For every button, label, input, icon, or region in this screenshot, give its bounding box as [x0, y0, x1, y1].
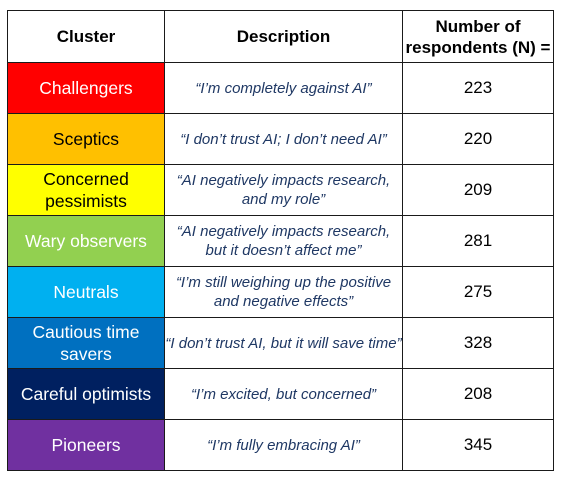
- header-row: Cluster Description Number of respondent…: [7, 10, 554, 63]
- cluster-name: Wary observers: [7, 215, 165, 267]
- table-row: Challengers “I’m completely against AI” …: [7, 62, 554, 114]
- table-row: Wary observers “AI negatively impacts re…: [7, 215, 554, 267]
- respondent-count: 281: [402, 215, 554, 267]
- cluster-name: Concerned pessimists: [7, 164, 165, 216]
- cluster-description: “I’m excited, but concerned”: [164, 368, 403, 420]
- cluster-table: Cluster Description Number of respondent…: [7, 10, 554, 471]
- cluster-description: “I’m completely against AI”: [164, 62, 403, 114]
- header-description: Description: [164, 10, 403, 63]
- cluster-name: Sceptics: [7, 113, 165, 165]
- respondent-count: 209: [402, 164, 554, 216]
- cluster-description: “I don’t trust AI; I don’t need AI”: [164, 113, 403, 165]
- cluster-description: “I’m fully embracing AI”: [164, 419, 403, 471]
- table-row: Careful optimists “I’m excited, but conc…: [7, 368, 554, 420]
- respondent-count: 208: [402, 368, 554, 420]
- header-cluster: Cluster: [7, 10, 165, 63]
- table-row: Neutrals “I’m still weighing up the posi…: [7, 266, 554, 318]
- respondent-count: 275: [402, 266, 554, 318]
- cluster-name: Careful optimists: [7, 368, 165, 420]
- header-respondents: Number of respondents (N) =: [402, 10, 554, 63]
- table-row: Pioneers “I’m fully embracing AI” 345: [7, 419, 554, 471]
- cluster-description: “AI negatively impacts research, and my …: [164, 164, 403, 216]
- table-row: Concerned pessimists “AI negatively impa…: [7, 164, 554, 216]
- cluster-description: “I don’t trust AI, but it will save time…: [164, 317, 403, 369]
- respondent-count: 328: [402, 317, 554, 369]
- cluster-description: “AI negatively impacts research, but it …: [164, 215, 403, 267]
- cluster-name: Challengers: [7, 62, 165, 114]
- table-row: Sceptics “I don’t trust AI; I don’t need…: [7, 113, 554, 165]
- cluster-name: Neutrals: [7, 266, 165, 318]
- table-row: Cautious time savers “I don’t trust AI, …: [7, 317, 554, 369]
- cluster-name: Pioneers: [7, 419, 165, 471]
- cluster-description: “I’m still weighing up the positive and …: [164, 266, 403, 318]
- respondent-count: 345: [402, 419, 554, 471]
- cluster-name: Cautious time savers: [7, 317, 165, 369]
- respondent-count: 223: [402, 62, 554, 114]
- respondent-count: 220: [402, 113, 554, 165]
